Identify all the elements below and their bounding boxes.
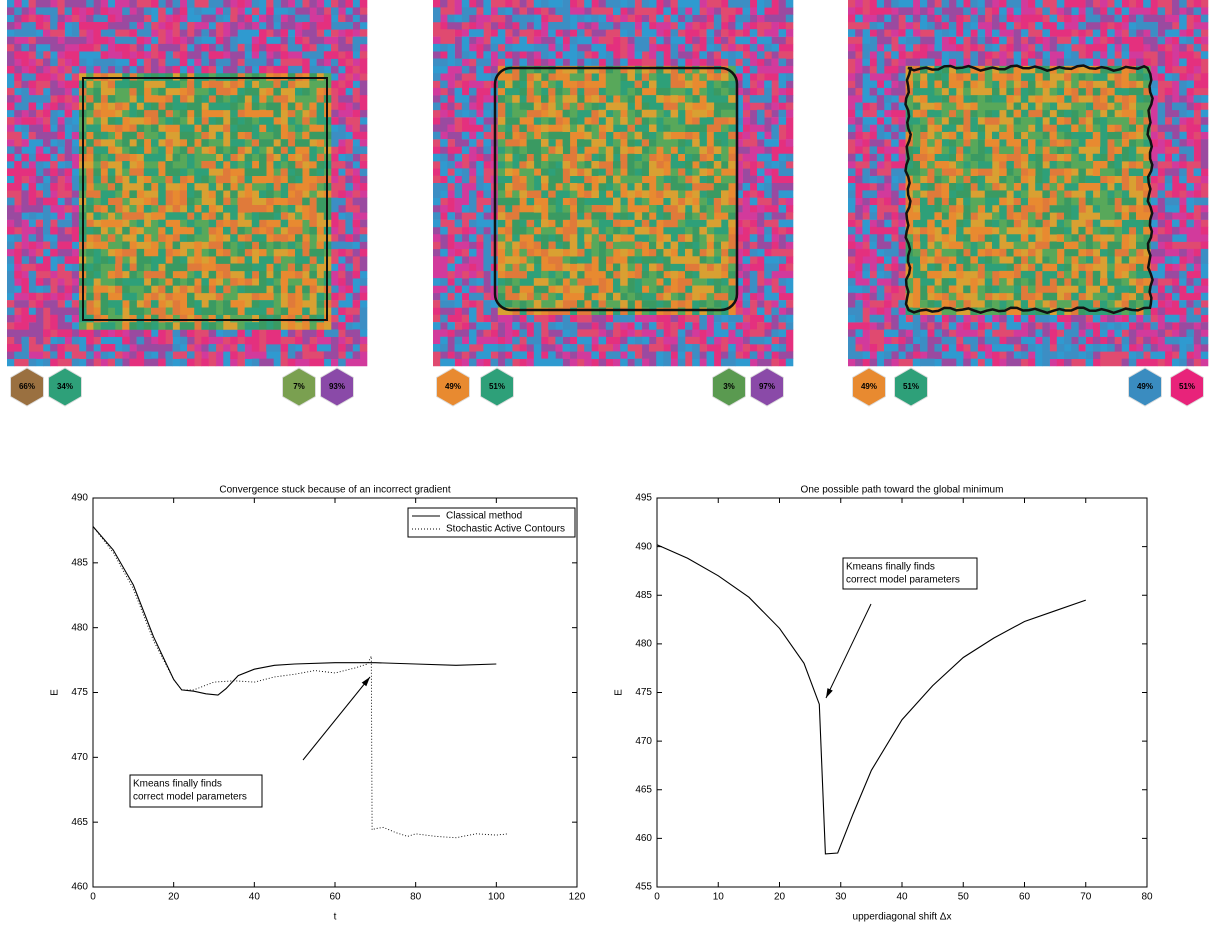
x-tick-label: 20 [168, 892, 180, 903]
y-tick-label: 490 [635, 541, 652, 552]
badge-label: 49% [445, 382, 461, 391]
y-tick-label: 485 [635, 590, 652, 601]
y-axis-label: E [50, 689, 61, 696]
x-axis-label: t [334, 912, 337, 923]
plot-area [657, 498, 1147, 887]
badge-label: 3% [723, 382, 735, 391]
y-tick-label: 465 [635, 784, 652, 795]
y-tick-label: 495 [635, 493, 652, 504]
y-tick-label: 485 [71, 557, 88, 568]
badge-label: 51% [903, 382, 919, 391]
x-tick-label: 40 [896, 892, 908, 903]
annotation: Kmeans finally finds [133, 779, 222, 790]
y-tick-label: 475 [71, 687, 88, 698]
badge-label: 7% [293, 382, 305, 391]
y-axis-label: E [614, 689, 625, 696]
annotation: Kmeans finally finds [846, 562, 935, 573]
annotation: correct model parameters [846, 575, 960, 586]
badge-label: 34% [57, 382, 73, 391]
x-axis-label: upperdiagonal shift Δx [853, 912, 952, 923]
badge-label: 51% [1179, 382, 1195, 391]
annotation: correct model parameters [133, 792, 247, 803]
x-tick-label: 30 [835, 892, 847, 903]
y-tick-label: 475 [635, 687, 652, 698]
y-tick-label: 480 [71, 622, 88, 633]
badge-label: 66% [19, 382, 35, 391]
legend-label: Stochastic Active Contours [446, 524, 565, 535]
figure: 66% 34% 7% 93% 49% 51% 3% 97% 49% 51% 49% 51% Conver… [0, 0, 1209, 927]
x-tick-label: 60 [1019, 892, 1031, 903]
y-tick-label: 465 [71, 817, 88, 828]
y-tick-label: 460 [71, 882, 88, 893]
y-tick-label: 470 [635, 736, 652, 747]
plot-area [93, 498, 577, 887]
y-tick-label: 460 [635, 833, 652, 844]
y-tick-label: 480 [635, 639, 652, 650]
x-tick-label: 40 [249, 892, 261, 903]
x-tick-label: 80 [410, 892, 422, 903]
x-tick-label: 100 [488, 892, 505, 903]
x-tick-label: 0 [90, 892, 96, 903]
badge-label: 51% [489, 382, 505, 391]
y-tick-label: 455 [635, 882, 652, 893]
x-tick-label: 0 [654, 892, 660, 903]
badge-label: 49% [1137, 382, 1153, 391]
chart-title: Convergence stuck because of an incorrec… [219, 485, 450, 496]
x-tick-label: 120 [569, 892, 586, 903]
y-tick-label: 490 [71, 493, 88, 504]
badge-label: 97% [759, 382, 775, 391]
x-tick-label: 80 [1141, 892, 1153, 903]
y-tick-label: 470 [71, 752, 88, 763]
chart-title: One possible path toward the global mini… [801, 485, 1004, 496]
legend-label: Classical method [446, 511, 522, 522]
badge-label: 49% [861, 382, 877, 391]
x-tick-label: 70 [1080, 892, 1092, 903]
badge-label: 93% [329, 382, 345, 391]
x-tick-label: 10 [713, 892, 725, 903]
x-tick-label: 20 [774, 892, 786, 903]
x-tick-label: 50 [958, 892, 970, 903]
x-tick-label: 60 [329, 892, 341, 903]
